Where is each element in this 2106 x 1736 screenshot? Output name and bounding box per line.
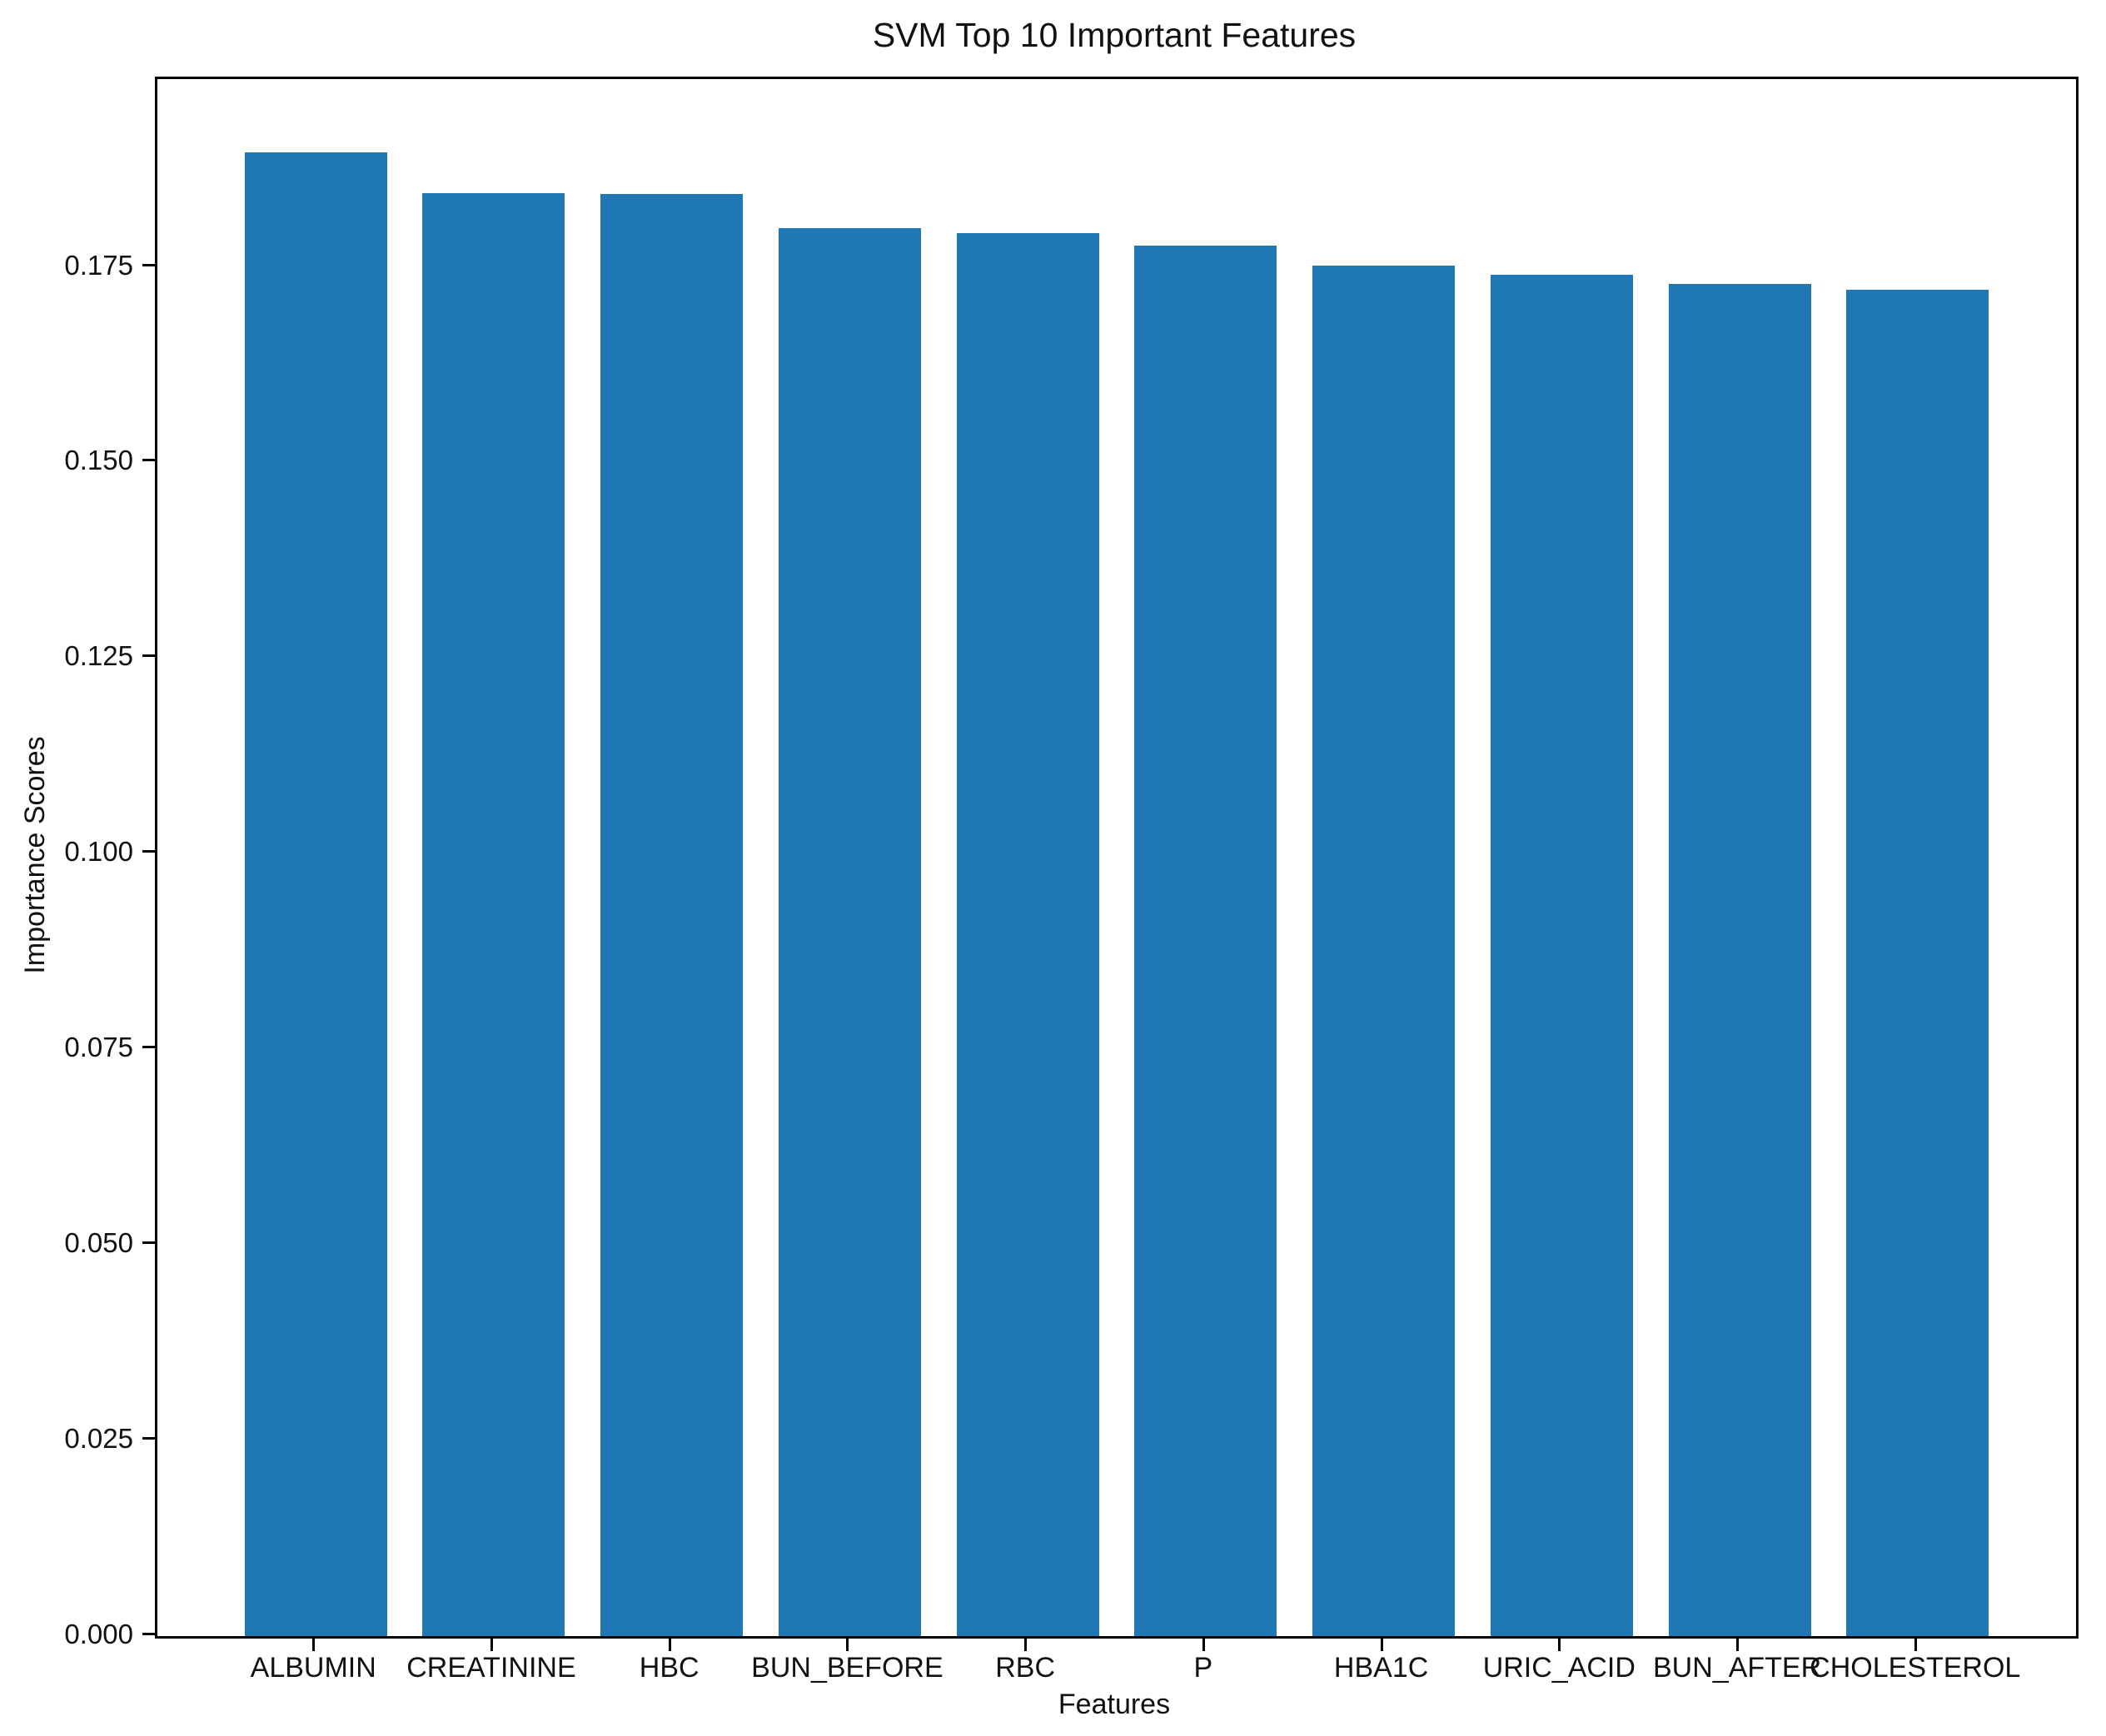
x-tick-mark xyxy=(1914,1639,1917,1651)
x-tick-label: HBA1C xyxy=(1333,1652,1429,1684)
bar xyxy=(244,152,387,1636)
y-tick-label: 0.150 xyxy=(64,445,133,476)
x-tick-mark xyxy=(490,1639,493,1651)
x-tick-mark xyxy=(1558,1639,1561,1651)
chart-title: SVM Top 10 Important Features xyxy=(872,16,1357,54)
x-tick-mark xyxy=(668,1639,671,1651)
plot-area xyxy=(155,77,2079,1639)
y-tick-mark xyxy=(142,1241,155,1245)
y-tick-mark xyxy=(142,654,155,658)
y-tick-mark xyxy=(142,850,155,853)
y-tick-label: 0.000 xyxy=(64,1619,133,1649)
y-tick-mark xyxy=(142,459,155,462)
y-tick-mark xyxy=(142,263,155,266)
x-tick-mark xyxy=(1202,1639,1205,1651)
x-tick-label: P xyxy=(1193,1652,1213,1684)
x-tick-mark xyxy=(1736,1639,1740,1651)
bar xyxy=(600,194,744,1636)
x-tick-label: BUN_AFTER xyxy=(1652,1652,1822,1684)
bar xyxy=(1668,284,1811,1636)
bar xyxy=(1490,274,1633,1636)
x-tick-mark xyxy=(1024,1639,1028,1651)
x-tick-label: ALBUMIN xyxy=(250,1652,376,1684)
y-tick-label: 0.125 xyxy=(64,640,133,672)
y-tick-label: 0.050 xyxy=(64,1227,133,1259)
bar xyxy=(778,227,921,1636)
bar xyxy=(1134,246,1277,1636)
x-axis-label: Features xyxy=(1058,1689,1171,1720)
x-tick-label: BUN_BEFORE xyxy=(751,1652,943,1684)
x-tick-mark xyxy=(312,1639,316,1651)
bar xyxy=(422,193,565,1636)
y-tick-label: 0.100 xyxy=(64,836,133,868)
y-tick-mark xyxy=(142,1633,155,1635)
x-tick-label: HBC xyxy=(639,1652,700,1684)
x-tick-label: CHOLESTEROL xyxy=(1810,1652,2021,1684)
x-tick-label: URIC_ACID xyxy=(1482,1652,1636,1684)
bar xyxy=(1846,289,1989,1636)
y-tick-label: 0.025 xyxy=(64,1423,133,1455)
x-tick-mark xyxy=(846,1639,849,1651)
x-tick-label: RBC xyxy=(995,1652,1056,1684)
x-tick-label: CREATININE xyxy=(406,1652,576,1684)
x-tick-mark xyxy=(1380,1639,1383,1651)
bar xyxy=(1312,265,1456,1636)
bar xyxy=(956,233,1099,1636)
y-tick-mark xyxy=(142,1046,155,1049)
y-tick-label: 0.075 xyxy=(64,1032,133,1063)
y-tick-mark xyxy=(142,1437,155,1440)
y-tick-label: 0.175 xyxy=(64,249,133,281)
